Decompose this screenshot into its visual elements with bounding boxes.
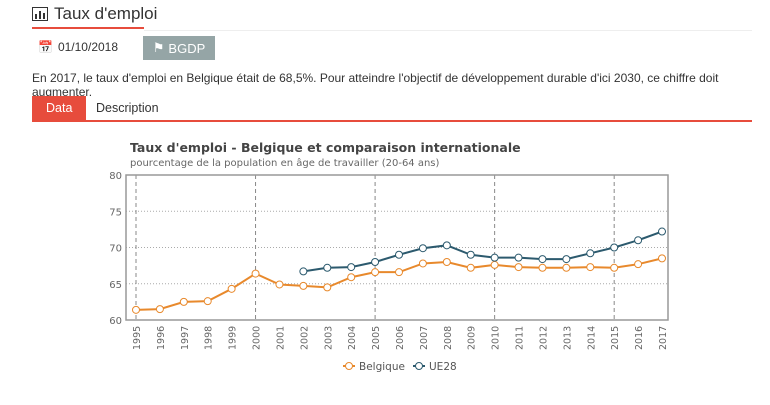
- x-tick-label: 1996: [156, 326, 167, 350]
- page-title: Taux d'emploi: [32, 4, 157, 24]
- x-tick-label: 2011: [515, 326, 526, 350]
- data-point-belgique: [514, 263, 523, 272]
- y-tick-label: 75: [109, 207, 122, 218]
- data-point-belgique: [132, 305, 140, 314]
- legend-label-ue28: UE28: [429, 361, 457, 373]
- title-underline: [32, 27, 144, 29]
- data-point-belgique: [251, 269, 260, 278]
- x-tick-label: 2013: [562, 326, 573, 350]
- legend-label-belgique: Belgique: [359, 361, 405, 373]
- data-point-belgique: [275, 280, 284, 289]
- description: En 2017, le taux d'emploi en Belgique ét…: [32, 71, 719, 99]
- x-tick-label: 1995: [132, 326, 143, 350]
- data-point-belgique: [466, 263, 475, 272]
- x-tick-label: 2010: [491, 326, 502, 350]
- x-tick-label: 2001: [275, 326, 286, 350]
- y-tick-label: 65: [109, 280, 122, 291]
- data-point-belgique: [323, 283, 332, 292]
- data-point-ue28: [514, 253, 523, 262]
- data-point-belgique: [586, 263, 595, 272]
- data-point-belgique: [658, 254, 666, 263]
- data-point-ue28: [466, 250, 475, 259]
- chart-subtitle: pourcentage de la population en âge de t…: [130, 157, 440, 169]
- tab-data[interactable]: Data: [32, 96, 87, 120]
- x-tick-label: 2000: [252, 326, 263, 350]
- data-point-ue28: [538, 255, 547, 264]
- tag-icon: ⚑: [152, 40, 165, 55]
- x-tick-label: 2004: [347, 326, 358, 350]
- data-point-belgique: [299, 281, 308, 290]
- plot-frame: [125, 174, 669, 321]
- data-point-ue28: [347, 263, 356, 272]
- data-point-ue28: [634, 236, 643, 245]
- legend-ue28[interactable]: UE28: [413, 361, 457, 373]
- x-tick-label: 2012: [538, 326, 549, 350]
- x-tick-label: 2014: [586, 326, 597, 350]
- x-tick-label: 1998: [204, 326, 215, 350]
- data-point-ue28: [442, 241, 451, 250]
- data-point-belgique: [610, 263, 619, 272]
- tag-text: BGDP: [168, 40, 206, 56]
- data-point-belgique: [538, 263, 547, 272]
- bar-chart-icon: [32, 7, 48, 21]
- data-point-belgique: [562, 263, 571, 272]
- data-point-belgique: [634, 260, 643, 269]
- data-point-ue28: [586, 249, 595, 258]
- x-tick-label: 2009: [467, 326, 478, 350]
- data-point-belgique: [395, 268, 403, 277]
- x-tick-label: 2015: [610, 326, 621, 350]
- data-point-ue28: [610, 243, 619, 252]
- legend-belgique[interactable]: Belgique: [343, 361, 405, 373]
- data-point-belgique: [227, 284, 236, 293]
- divider: [144, 30, 752, 31]
- data-point-ue28: [490, 253, 499, 262]
- x-tick-label: 2005: [371, 326, 382, 350]
- y-tick-label: 70: [109, 244, 122, 255]
- data-point-ue28: [371, 258, 380, 266]
- y-tick-label: 60: [109, 316, 122, 327]
- data-point-ue28: [418, 244, 427, 253]
- data-point-ue28: [323, 263, 332, 272]
- chart-title: Taux d'emploi - Belgique et comparaison …: [130, 140, 521, 155]
- date: 📅 01/10/2018: [38, 40, 118, 54]
- series-line-ue28: [303, 230, 663, 273]
- x-tick-label: 2008: [443, 326, 454, 350]
- data-point-ue28: [299, 267, 308, 276]
- x-tick-label: 1999: [228, 326, 239, 350]
- y-tick-label: 80: [109, 171, 122, 182]
- date-text: 01/10/2018: [57, 40, 119, 54]
- data-point-belgique: [179, 297, 188, 306]
- x-tick-label: 2002: [299, 326, 310, 350]
- data-point-ue28: [562, 255, 571, 264]
- data-point-belgique: [371, 268, 380, 277]
- tab-description[interactable]: Description: [96, 101, 159, 115]
- x-tick-label: 2006: [395, 326, 406, 350]
- x-tick-label: 2003: [323, 326, 334, 350]
- data-point-belgique: [418, 259, 427, 268]
- data-point-belgique: [203, 297, 212, 306]
- data-point-belgique: [490, 260, 499, 269]
- x-tick-label: 2007: [419, 326, 430, 350]
- legend: Belgique UE28: [343, 361, 457, 373]
- x-tick-label: 2017: [658, 326, 669, 350]
- data-point-ue28: [658, 227, 666, 236]
- calendar-icon: 📅: [38, 40, 53, 54]
- x-tick-label: 1997: [180, 326, 191, 350]
- data-point-belgique: [347, 273, 356, 282]
- tag-badge[interactable]: ⚑ BGDP: [143, 36, 215, 60]
- x-tick-label: 2016: [634, 326, 645, 350]
- data-point-belgique: [442, 258, 451, 266]
- data-point-belgique: [155, 305, 164, 314]
- tabs: Data Description: [32, 96, 752, 122]
- title-text: Taux d'emploi: [54, 4, 158, 23]
- data-point-ue28: [395, 250, 403, 259]
